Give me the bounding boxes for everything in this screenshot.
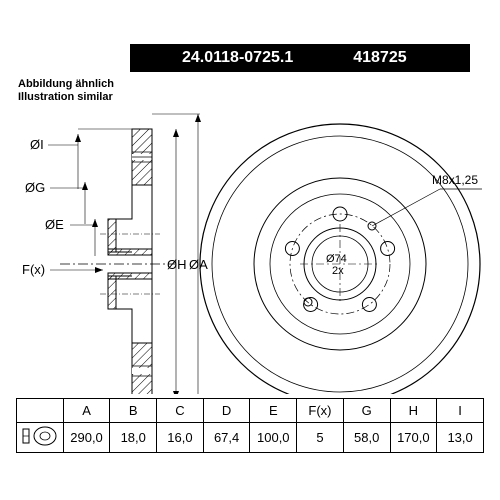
col-D: D [203,399,250,423]
col-F: F(x) [297,399,344,423]
val-B: 18,0 [110,423,157,453]
val-I: 13,0 [437,423,484,453]
val-C: 16,0 [157,423,204,453]
brake-disc-diagram: ØI ØG ØE F(x) B D C [0,74,500,394]
col-A: A [63,399,110,423]
label-center-dia: Ø74 [326,253,347,265]
part-number-primary: 24.0118-0725.1 [182,49,293,67]
val-D: 67,4 [203,423,250,453]
label-F: F(x) [22,262,45,277]
rotor-icon-cell [17,423,64,453]
rotor-icon [21,426,59,446]
front-view: Ø74 2x M8x1,25 [200,124,482,394]
val-F: 5 [297,423,344,453]
val-A: 290,0 [63,423,110,453]
label-dia-H: ØH [167,257,187,272]
part-number-secondary: 418725 [353,49,406,67]
val-G: 58,0 [343,423,390,453]
side-view: ØI ØG ØE F(x) B D C [22,114,208,394]
val-E: 100,0 [250,423,297,453]
table-value-row: 290,0 18,0 16,0 67,4 100,0 5 58,0 170,0 … [17,423,484,453]
label-center-qty: 2x [332,265,344,277]
col-B: B [110,399,157,423]
label-dia-A: ØA [189,257,208,272]
col-E: E [250,399,297,423]
col-H: H [390,399,437,423]
col-G: G [343,399,390,423]
dimension-table: A B C D E F(x) G H I 290,0 18,0 16,0 67,… [16,398,484,453]
val-H: 170,0 [390,423,437,453]
header-bar: 24.0118-0725.1 418725 [130,44,470,72]
icon-header-cell [17,399,64,423]
label-thread: M8x1,25 [432,173,478,187]
col-C: C [157,399,204,423]
label-dia-E: ØE [45,217,64,232]
label-dia-G: ØG [25,180,45,195]
col-I: I [437,399,484,423]
table-header-row: A B C D E F(x) G H I [17,399,484,423]
label-dia-I: ØI [30,137,44,152]
